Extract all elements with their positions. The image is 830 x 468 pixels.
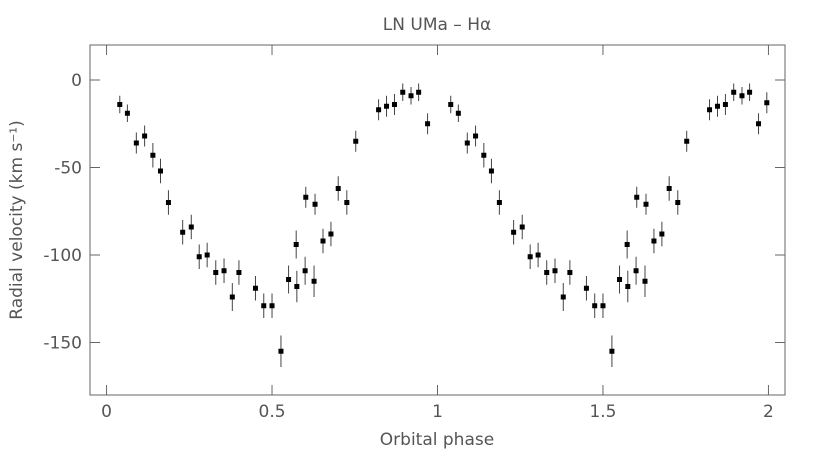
x-tick-label: 1	[432, 402, 443, 422]
chart-title: LN UMa – Hα	[383, 15, 491, 35]
data-point	[609, 348, 615, 354]
x-tick-label: 2	[763, 402, 774, 422]
data-point	[294, 284, 300, 289]
data-point	[592, 303, 598, 309]
data-point	[496, 200, 502, 205]
data-point	[535, 252, 541, 258]
data-point	[320, 238, 326, 244]
data-point	[142, 133, 148, 139]
data-point	[117, 102, 123, 107]
x-tick-label: 1.5	[589, 402, 616, 422]
data-point	[747, 89, 753, 95]
x-tick-label: 0.5	[259, 402, 286, 422]
data-point	[722, 102, 728, 107]
y-tick-label: -100	[43, 246, 82, 266]
data-point	[625, 284, 631, 289]
data-point	[416, 89, 422, 95]
data-point	[544, 270, 550, 275]
data-point	[448, 102, 454, 107]
data-point	[286, 277, 292, 282]
x-tick-label: 0	[101, 402, 112, 422]
data-point	[764, 100, 770, 106]
data-point	[302, 268, 308, 274]
data-point	[633, 268, 639, 274]
data-point	[552, 268, 558, 274]
data-point	[353, 138, 359, 144]
data-point	[756, 121, 762, 127]
data-point	[643, 201, 649, 207]
data-point	[617, 277, 623, 282]
data-point	[707, 107, 713, 113]
data-point	[527, 254, 533, 260]
data-point	[204, 252, 210, 258]
data-point	[400, 89, 406, 95]
data-point	[124, 110, 130, 116]
data-point	[583, 285, 589, 291]
data-point	[196, 254, 202, 260]
data-point	[311, 278, 317, 284]
data-point	[666, 186, 672, 191]
data-point	[455, 110, 461, 116]
data-point	[278, 348, 284, 354]
data-point	[739, 93, 745, 99]
data-point	[425, 121, 431, 127]
data-point	[391, 102, 397, 107]
data-point	[221, 268, 227, 274]
data-point	[519, 224, 525, 230]
data-point	[133, 140, 139, 146]
data-point	[684, 138, 690, 144]
data-point	[188, 224, 194, 230]
data-point	[293, 242, 299, 247]
y-tick-label: -150	[43, 334, 82, 354]
data-point	[269, 303, 275, 309]
data-point	[642, 278, 648, 284]
data-point	[675, 200, 681, 205]
y-axis-label: Radial velocity (km s⁻¹)	[7, 120, 27, 319]
data-point	[408, 93, 414, 99]
data-point	[180, 229, 186, 235]
data-point	[213, 270, 219, 275]
data-point	[261, 303, 267, 309]
x-axis-label: Orbital phase	[380, 430, 494, 450]
data-point	[335, 186, 341, 191]
data-point	[511, 229, 517, 235]
data-point	[731, 89, 737, 95]
data-point	[488, 168, 494, 174]
data-point	[567, 270, 573, 275]
data-point	[481, 152, 487, 158]
data-point	[150, 152, 156, 158]
data-point	[236, 270, 242, 275]
data-point	[624, 242, 630, 247]
data-point	[600, 303, 606, 309]
data-point	[714, 103, 720, 109]
data-point	[659, 231, 665, 237]
data-point	[252, 285, 258, 291]
data-point	[165, 200, 171, 205]
data-point	[157, 168, 163, 174]
data-point	[464, 140, 470, 146]
data-point	[473, 133, 479, 139]
data-point	[344, 200, 350, 205]
y-tick-label: 0	[71, 71, 82, 91]
y-tick-label: -50	[54, 159, 82, 179]
data-point	[560, 294, 566, 300]
data-point	[328, 231, 334, 237]
data-point	[651, 238, 657, 244]
data-point	[312, 201, 318, 207]
data-point	[634, 194, 640, 200]
data-point	[303, 194, 309, 200]
plot-frame	[89, 44, 786, 396]
data-point	[229, 294, 235, 300]
data-point	[376, 107, 382, 113]
data-point	[384, 103, 390, 109]
